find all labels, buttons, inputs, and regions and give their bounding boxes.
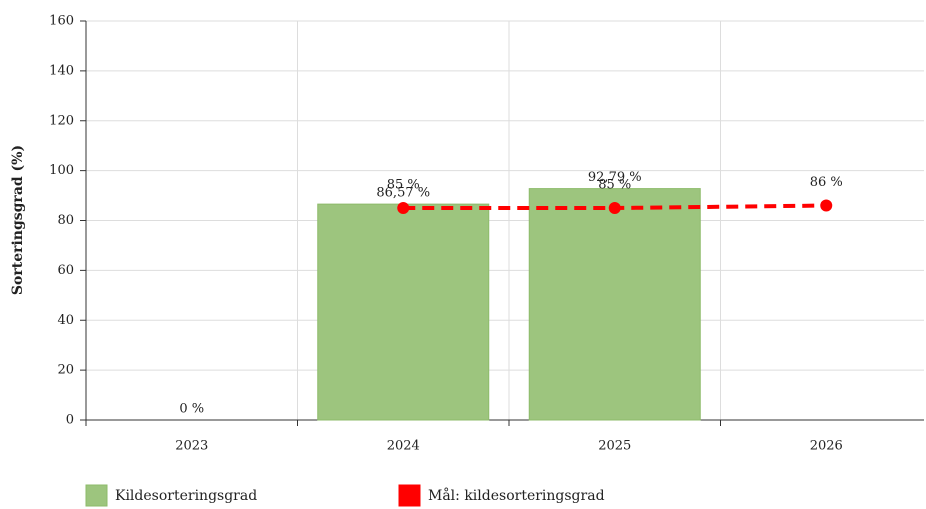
- y-tick-label: 120: [49, 113, 74, 128]
- bar: [528, 188, 701, 421]
- y-tick-label: 40: [57, 313, 74, 328]
- y-axis-title: Sorteringsgrad (%): [10, 145, 26, 295]
- y-tick-label: 20: [57, 363, 74, 378]
- x-tick-label: 2024: [387, 439, 420, 454]
- y-tick-label: 100: [49, 163, 74, 178]
- legend-label: Kildesorteringsgrad: [115, 488, 257, 504]
- line-point: [608, 202, 621, 215]
- line-value-label: 86 %: [810, 175, 843, 190]
- legend-swatch: [85, 484, 108, 507]
- line-value-label: 85 %: [598, 178, 631, 193]
- line-point: [397, 202, 410, 215]
- y-tick-label: 80: [57, 213, 74, 228]
- bar-value-label: 92,79 %: [588, 170, 642, 185]
- legend-swatch: [398, 484, 421, 507]
- x-tick-label: 2026: [810, 439, 843, 454]
- y-tick-label: 60: [57, 263, 74, 278]
- legend-label: Mål: kildesorteringsgrad: [428, 487, 605, 504]
- bar-value-label: 0 %: [179, 402, 204, 417]
- x-tick-label: 2025: [598, 439, 631, 454]
- line-value-label: 85 %: [387, 178, 420, 193]
- bar-value-label: 86,57 %: [376, 186, 430, 201]
- bar: [317, 203, 490, 421]
- y-tick-label: 0: [66, 413, 74, 428]
- y-tick-label: 140: [49, 63, 74, 78]
- x-tick-label: 2023: [175, 439, 208, 454]
- line-point: [820, 199, 833, 212]
- y-tick-label: 160: [49, 14, 74, 29]
